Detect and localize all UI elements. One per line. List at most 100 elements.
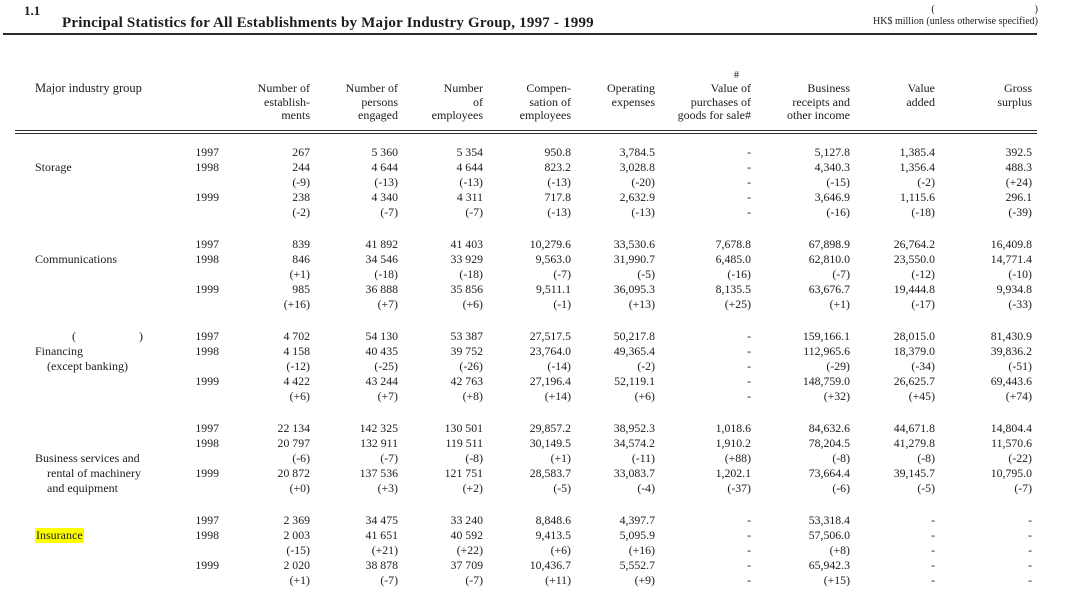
industry-label-line: ( ) [72,328,143,343]
value-cell: 839 [292,236,310,251]
table-row: (+1) (-18) (-18) (-7) (-5) (-16) (-7) (-12) (-10… [15,267,1037,282]
value-cell: 4 158 [283,343,310,358]
value-cell: 35 856 [450,281,483,296]
value-cell: (+0) [289,480,310,495]
value-cell: 81,430.9 [990,328,1032,343]
statistics-table: Major industry group Number of establish-… [15,58,1037,588]
value-cell: 137 536 [359,465,398,480]
value-cell: - [1028,557,1032,572]
value-cell: 20 872 [277,465,310,480]
table-row: (+16) (+7) (+6) (-1) (+13) (+25) (+1) (-17) (-33… [15,297,1037,312]
value-cell: 41 892 [365,236,398,251]
value-cell: 73,664.4 [808,465,850,480]
table-row: 1998 20 797 132 911 119 511 30,149.5 34,574.2… [15,436,1037,451]
value-cell: 3,646.9 [814,189,850,204]
value-cell: 39,836.2 [990,343,1032,358]
value-cell: 296.1 [1005,189,1032,204]
value-cell: (+32) [823,388,850,403]
year-cell [190,451,223,466]
value-cell: - [747,174,751,189]
value-cell: 39 752 [450,343,483,358]
value-cell: 34,574.2 [613,435,655,450]
value-cell: 1,115.6 [900,189,935,204]
value-cell: (+1) [289,266,310,281]
column-header-line: Number [443,81,483,95]
value-cell: - [747,204,751,219]
value-cell: - [931,557,935,572]
table-row: Communications 1997 839 41 892 41 403 10,279.… [15,236,1037,266]
value-cell: (-5) [917,480,935,495]
table-row: 1999 20 872 137 536 121 751 28,583.7 33,083.7… [15,466,1037,481]
value-cell: - [747,542,751,557]
table-row: (+1) (-7) (-7) (+11) (+9) - (+15) - - [15,573,1037,588]
value-cell: (-10) [1008,266,1032,281]
table-row: (-9) (-13) (-13) (-13) (-20) - (-15) (-2) (+24) [15,175,1037,190]
table-row: (+0) (+3) (+2) (-5) (-4) (-37) (-6) (-5) (-7) [15,481,1037,496]
year-cell [190,481,223,496]
year-cell: 1999 [195,281,219,296]
value-cell: 28,015.0 [893,328,935,343]
value-cell: (-20) [631,174,655,189]
value-cell: 5,095.9 [619,527,655,542]
column-header-line: receipts and [792,94,850,109]
value-cell: 23,764.0 [529,343,571,358]
value-cell: (+25) [724,296,751,311]
value-cell: 23,550.0 [893,251,935,266]
table-row: (-12) (-25) (-26) (-14) (-2) - (-29) (-34) (-51) [15,359,1037,374]
industry-label-line: rental of machinery [47,465,141,480]
value-cell: 244 [292,159,310,174]
value-cell: 54 130 [365,328,398,343]
value-cell: (+15) [823,572,850,587]
value-cell: 31,990.7 [613,251,655,266]
value-cell: 9,511.1 [536,281,571,296]
column-header-line: ments [281,108,310,122]
value-cell: (-12) [286,358,310,373]
industry-label-line: Business services and [35,450,140,465]
value-cell: (-9) [292,174,310,189]
value-cell: (-33) [1008,296,1032,311]
table-row: 1998 2 003 41 651 40 592 9,413.5 5,095.9 - 57,5… [15,528,1037,543]
industry-group-label: Communications [15,237,190,312]
value-cell: 43 244 [365,373,398,388]
industry-label-line: Storage [35,159,72,174]
value-cell: (+8) [462,388,483,403]
value-cell: 34 546 [365,251,398,266]
value-cell: 267 [292,144,310,159]
value-cell: 5 354 [456,144,483,159]
value-cell: 41,279.8 [893,435,935,450]
value-cell: 53,318.4 [808,512,850,527]
value-cell: - [747,343,751,358]
industry-label-line: and equipment [47,480,118,495]
value-cell: (-39) [1008,204,1032,219]
value-cell: 27,517.5 [529,328,571,343]
value-cell: 9,413.5 [535,527,571,542]
industry-group-label: Storage [15,145,190,220]
value-cell: 112,965.6 [803,343,850,358]
industry-group-label: Insurance [15,513,190,588]
value-cell: - [747,572,751,587]
table-row: 1999 238 4 340 4 311 717.8 2,632.9 - 3,646.9 1,1… [15,190,1037,205]
value-cell: - [747,328,751,343]
value-cell: 8,848.6 [535,512,571,527]
industry-label-line: Communications [35,251,117,266]
year-cell [190,175,223,190]
value-cell: 33 929 [450,251,483,266]
value-cell: (+16) [628,542,655,557]
year-cell [190,389,223,404]
value-cell: - [747,527,751,542]
column-header-line: goods for sale# [677,108,751,122]
value-cell: 132 911 [360,435,398,450]
value-cell: 5 360 [371,144,398,159]
value-cell: (-8) [832,450,850,465]
value-cell: (-2) [917,174,935,189]
year-cell [190,267,223,282]
value-cell: 41 403 [450,236,483,251]
value-cell: (-29) [826,358,850,373]
table-row: 1999 4 422 43 244 42 763 27,196.4 52,119.1 - 14… [15,374,1037,389]
value-cell: 84,632.6 [808,420,850,435]
value-cell: 44,671.8 [893,420,935,435]
column-header: Value added [855,58,940,134]
value-cell: 16,409.8 [990,236,1032,251]
year-cell [190,205,223,220]
industry-label-line: Insurance [35,527,84,543]
